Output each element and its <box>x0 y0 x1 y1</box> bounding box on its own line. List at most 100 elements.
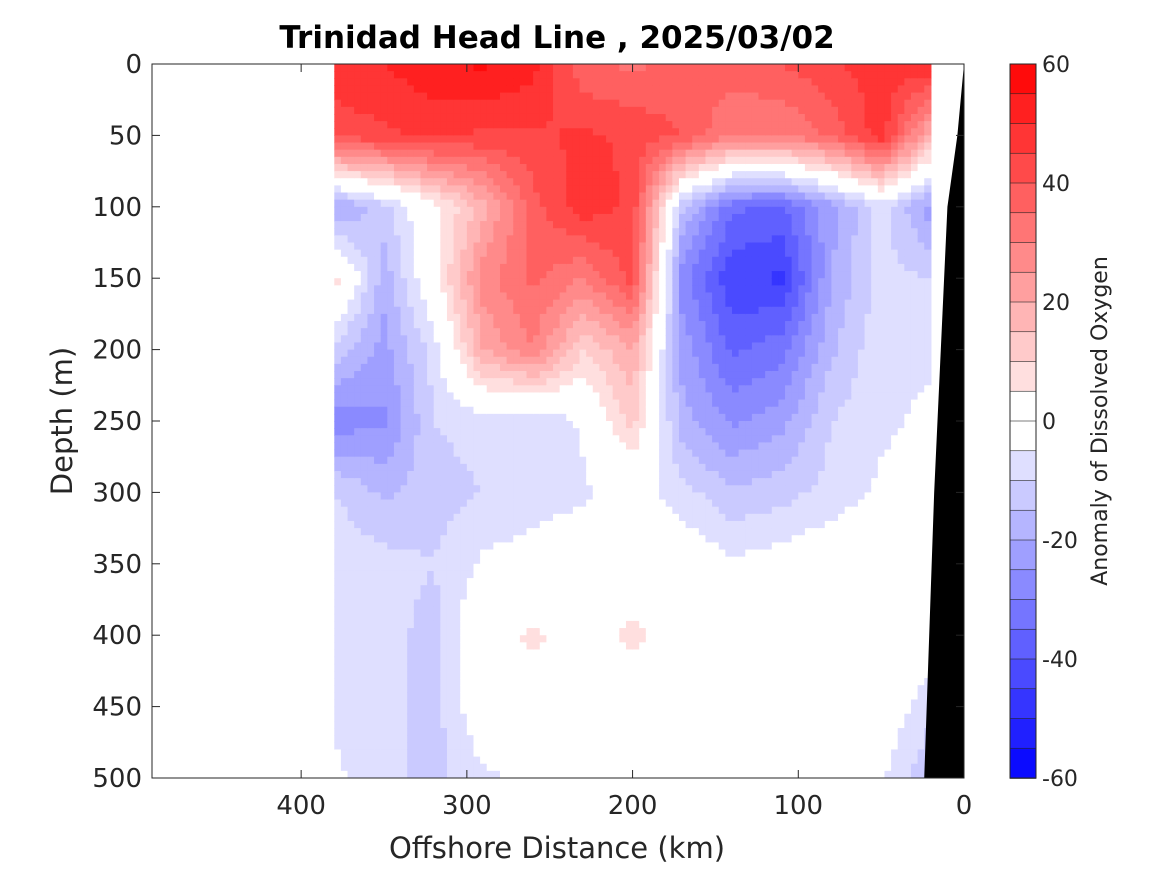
anomaly-cell <box>480 256 488 265</box>
anomaly-cell <box>420 299 428 308</box>
anomaly-cell <box>407 178 415 186</box>
anomaly-cell <box>519 513 528 522</box>
anomaly-cell <box>473 213 481 222</box>
anomaly-cell <box>440 306 448 315</box>
anomaly-cell <box>546 635 554 643</box>
anomaly-cell <box>546 706 554 715</box>
anomaly-cell <box>413 71 422 79</box>
anomaly-cell <box>374 449 382 458</box>
anomaly-cell <box>519 670 528 679</box>
anomaly-cell <box>427 92 435 101</box>
anomaly-cell <box>393 99 402 108</box>
anomaly-cell <box>473 71 481 79</box>
anomaly-cell <box>420 356 428 365</box>
anomaly-cell <box>493 663 501 672</box>
anomaly-cell <box>486 449 494 458</box>
anomaly-cell <box>526 756 534 765</box>
anomaly-cell <box>340 178 349 186</box>
anomaly-cell <box>380 520 388 529</box>
anomaly-cell <box>526 720 534 729</box>
anomaly-cell <box>427 71 435 79</box>
anomaly-cell <box>486 249 494 258</box>
anomaly-cell <box>619 506 627 515</box>
anomaly-cell <box>466 635 475 643</box>
anomaly-cell <box>606 242 614 251</box>
anomaly-cell <box>533 506 541 515</box>
anomaly-cell <box>599 713 607 722</box>
anomaly-cell <box>347 278 355 286</box>
anomaly-cell <box>566 328 574 336</box>
anomaly-cell <box>493 278 501 286</box>
anomaly-cell <box>539 513 548 522</box>
anomaly-cell <box>367 663 375 672</box>
anomaly-cell <box>546 78 554 87</box>
anomaly-cell <box>453 213 461 222</box>
anomaly-cell <box>446 335 455 344</box>
anomaly-cell <box>387 513 395 522</box>
anomaly-cell <box>659 199 667 208</box>
anomaly-cell <box>453 613 461 622</box>
anomaly-cell <box>659 313 667 322</box>
anomaly-cell <box>340 385 349 394</box>
anomaly-cell <box>519 456 528 465</box>
anomaly-cell <box>506 478 514 486</box>
anomaly-cell <box>592 128 601 136</box>
anomaly-cell <box>659 663 667 672</box>
anomaly-cell <box>433 99 441 108</box>
anomaly-cell <box>625 85 634 94</box>
anomaly-cell <box>606 513 614 522</box>
anomaly-cell <box>453 249 461 258</box>
anomaly-cell <box>493 470 501 479</box>
anomaly-cell <box>632 463 640 472</box>
anomaly-cell <box>579 128 587 136</box>
anomaly-cell <box>480 113 488 122</box>
anomaly-cell <box>480 656 488 665</box>
anomaly-cell <box>407 171 415 179</box>
anomaly-cell <box>393 413 402 422</box>
anomaly-cell <box>612 742 620 751</box>
anomaly-cell <box>625 335 634 344</box>
anomaly-cell <box>559 92 567 101</box>
anomaly-cell <box>506 235 514 244</box>
anomaly-cell <box>413 99 422 108</box>
anomaly-cell <box>553 78 561 87</box>
anomaly-cell <box>612 113 620 122</box>
anomaly-cell <box>586 249 594 258</box>
anomaly-cell <box>586 578 594 586</box>
anomaly-cell <box>566 735 574 743</box>
anomaly-cell <box>619 99 627 108</box>
anomaly-cell <box>513 685 521 693</box>
anomaly-cell <box>659 692 667 701</box>
anomaly-cell <box>460 756 468 765</box>
anomaly-cell <box>486 649 494 658</box>
anomaly-cell <box>632 185 640 194</box>
anomaly-cell <box>579 178 587 186</box>
anomaly-cell <box>632 599 640 608</box>
anomaly-cell <box>440 485 448 493</box>
anomaly-cell <box>599 399 607 408</box>
anomaly-cell <box>519 371 528 379</box>
anomaly-cell <box>480 728 488 736</box>
anomaly-cell <box>453 228 461 236</box>
anomaly-cell <box>453 399 461 408</box>
anomaly-cell <box>466 728 475 736</box>
anomaly-cell <box>466 428 475 436</box>
anomaly-cell <box>625 271 634 279</box>
anomaly-cell <box>526 499 534 508</box>
anomaly-cell <box>433 670 441 679</box>
anomaly-cell <box>480 385 488 394</box>
anomaly-cell <box>586 242 594 251</box>
anomaly-cell <box>566 535 574 543</box>
anomaly-cell <box>393 71 402 79</box>
anomaly-cell <box>526 171 534 179</box>
anomaly-cell <box>625 221 634 229</box>
anomaly-cell <box>519 299 528 308</box>
anomaly-cell <box>612 149 620 158</box>
anomaly-cell <box>347 85 355 94</box>
anomaly-cell <box>592 221 601 229</box>
anomaly-cell <box>579 156 587 165</box>
anomaly-cell <box>413 656 422 665</box>
anomaly-cell <box>334 328 342 336</box>
anomaly-cell <box>632 192 640 201</box>
anomaly-cell <box>645 592 654 601</box>
